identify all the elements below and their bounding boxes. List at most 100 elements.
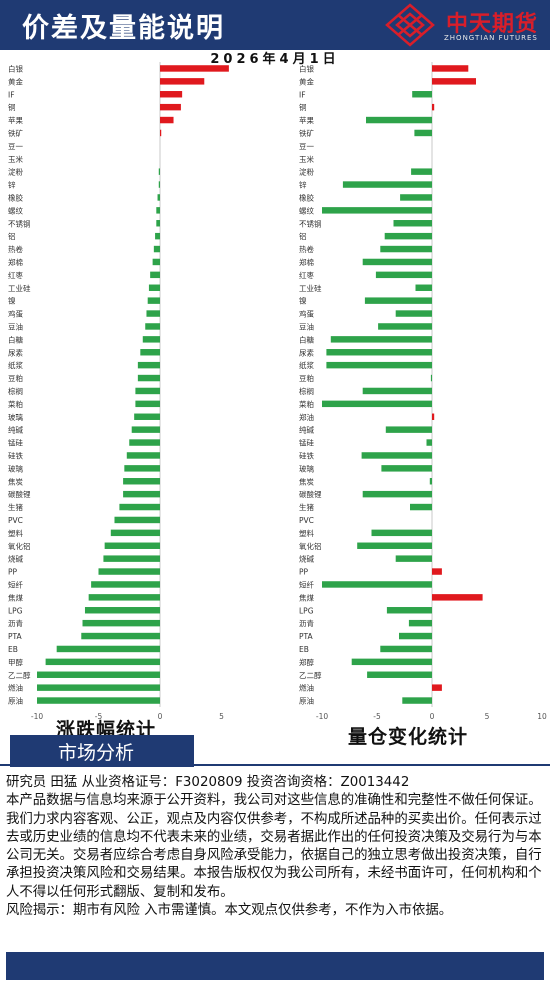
bar	[322, 207, 432, 214]
bar	[104, 542, 160, 549]
category-label: LPG	[8, 606, 23, 615]
category-label: EB	[299, 645, 309, 654]
category-label: 氧化铝	[8, 541, 31, 551]
category-label: 郑棉	[8, 257, 23, 267]
category-label: 焦炭	[8, 476, 23, 486]
bar	[147, 297, 160, 304]
bar	[98, 568, 160, 575]
category-label: 郑醇	[299, 657, 314, 667]
bar	[126, 452, 160, 459]
footer-bar	[6, 952, 544, 980]
category-label: 棕榈	[299, 386, 314, 396]
bar	[361, 452, 432, 459]
bar	[152, 258, 160, 266]
x-tick-label: -10	[31, 712, 43, 721]
category-label: 燃油	[8, 683, 23, 693]
section-title: 市场分析	[58, 742, 135, 764]
bar	[160, 129, 162, 137]
logo-emblem-icon	[385, 3, 435, 47]
category-label: 豆一	[299, 142, 314, 151]
x-tick-label: 5	[219, 712, 224, 721]
category-label: 碳酸锂	[299, 489, 322, 499]
bar	[375, 271, 432, 279]
x-tick-label: 10	[537, 712, 547, 721]
bar	[135, 387, 160, 395]
bar	[411, 168, 432, 175]
bar	[84, 607, 160, 614]
category-label: 橡胶	[299, 192, 314, 202]
category-label: 铁矿	[299, 128, 314, 138]
bar	[371, 529, 432, 537]
bar	[37, 697, 160, 704]
category-label: EB	[8, 645, 18, 654]
category-label: 锰硅	[299, 438, 314, 448]
bar	[429, 478, 432, 485]
x-tick-label: -10	[316, 712, 328, 721]
category-label: IF	[8, 90, 15, 99]
category-label: 豆粕	[299, 373, 314, 383]
category-label: 白糖	[8, 334, 23, 344]
x-tick-label: -5	[373, 712, 381, 721]
category-label: 塑料	[299, 528, 314, 538]
category-label: 尿素	[299, 347, 314, 357]
bar	[326, 361, 432, 369]
category-label: 鸡蛋	[8, 309, 23, 319]
bar	[153, 245, 160, 253]
bar	[37, 671, 160, 678]
researcher-info: 研究员 田猛 从业资格证号：F3020809 投资咨询资格：Z0013442	[6, 775, 410, 790]
category-label: 沥青	[299, 618, 314, 628]
category-label: 郑棉	[299, 257, 314, 267]
bar	[380, 245, 432, 253]
bar	[131, 426, 160, 433]
disclaimer: 研究员 田猛 从业资格证号：F3020809 投资咨询资格：Z0013442 本…	[6, 774, 546, 920]
bar	[432, 684, 442, 691]
category-label: 碳酸锂	[8, 489, 31, 499]
category-label: PP	[299, 568, 309, 577]
bar	[158, 168, 160, 175]
bar	[129, 439, 160, 446]
bar	[430, 374, 432, 382]
category-label: PTA	[299, 632, 314, 641]
category-label: 豆油	[8, 321, 23, 331]
bar	[91, 581, 160, 588]
bar	[432, 568, 442, 575]
bar	[160, 103, 181, 111]
category-label: 白银	[299, 63, 314, 73]
bar	[432, 65, 469, 72]
category-label: 豆一	[8, 142, 23, 151]
bar	[399, 632, 432, 640]
bar	[157, 194, 160, 201]
category-label: 不锈钢	[8, 218, 31, 228]
bar	[410, 503, 432, 511]
category-label: 锌	[8, 180, 16, 190]
category-label: 不锈钢	[299, 218, 322, 228]
bar	[362, 490, 432, 498]
category-label: 生猪	[8, 502, 23, 512]
bar	[412, 91, 432, 98]
section-header: 市场分析	[10, 735, 194, 767]
bar	[150, 271, 160, 279]
x-tick-label: -5	[95, 712, 103, 721]
category-label: 豆粕	[8, 373, 23, 383]
bar	[156, 207, 160, 214]
bar	[134, 413, 160, 420]
category-label: PVC	[299, 516, 314, 525]
bar	[357, 542, 432, 549]
category-label: 玉米	[8, 154, 23, 164]
category-label: 白银	[8, 63, 23, 73]
bar	[88, 594, 160, 601]
bar	[432, 594, 483, 601]
bar	[432, 103, 435, 111]
bar	[362, 258, 432, 266]
bar	[160, 65, 229, 72]
category-label: PP	[8, 568, 18, 577]
category-label: 螺纹	[8, 205, 23, 215]
category-label: PVC	[8, 516, 23, 525]
company-logo: 中天期货 ZHONGTIAN FUTURES	[380, 2, 545, 48]
x-tick-label: 5	[485, 712, 490, 721]
category-label: 铁矿	[8, 128, 23, 138]
bar	[326, 349, 432, 356]
